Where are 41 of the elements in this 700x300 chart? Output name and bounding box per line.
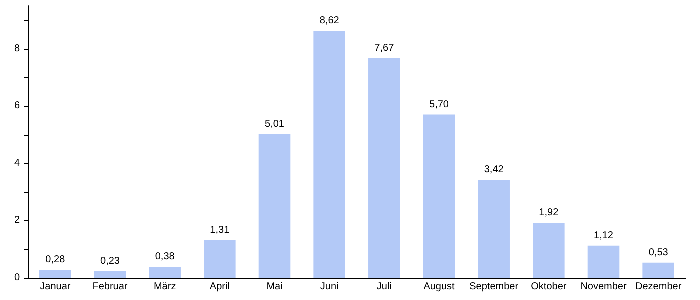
data-label: 1,12 [594, 230, 614, 242]
data-label: 0,53 [648, 247, 669, 258]
x-tick-label: November [580, 282, 628, 292]
y-tick-label: 6 [14, 100, 20, 112]
bar [149, 267, 181, 278]
data-label: 5,01 [265, 119, 285, 130]
data-label: 7,67 [374, 42, 395, 54]
data-label: 5,70 [430, 99, 450, 110]
x-tick-label: August [424, 282, 456, 292]
data-label: 1,31 [210, 224, 230, 236]
y-tick-label: 4 [14, 158, 20, 169]
bar [40, 270, 72, 278]
data-label: 0,38 [155, 252, 176, 263]
bar [588, 246, 620, 278]
x-tick-label: Dezember [636, 282, 682, 292]
y-tick-label: 8 [14, 43, 20, 54]
data-label: 0,23 [100, 256, 120, 267]
x-tick-label: April [210, 282, 230, 292]
x-tick-label: Juni [320, 282, 339, 292]
data-label: 0,28 [46, 254, 66, 266]
data-label: 3,42 [484, 164, 504, 176]
x-tick-label: September [470, 282, 520, 292]
x-tick-label: Oktober [531, 282, 568, 292]
data-label: 8,62 [320, 16, 340, 27]
bar [258, 134, 291, 278]
bar [368, 58, 400, 278]
x-tick-label: Februar [92, 282, 128, 292]
bar [423, 114, 456, 278]
y-tick-label: 0 [14, 272, 20, 284]
x-tick-label: Mai [266, 282, 283, 292]
x-tick-label: Januar [40, 282, 72, 292]
x-tick-label: Juli [376, 282, 392, 292]
bar [204, 240, 236, 278]
data-label: 1,92 [539, 208, 560, 219]
bar [314, 31, 346, 278]
x-tick-label: März [154, 282, 176, 292]
bar [642, 262, 674, 278]
bar [533, 223, 565, 278]
bar [478, 180, 510, 278]
y-tick-label: 2 [14, 215, 20, 226]
bar [94, 271, 126, 278]
